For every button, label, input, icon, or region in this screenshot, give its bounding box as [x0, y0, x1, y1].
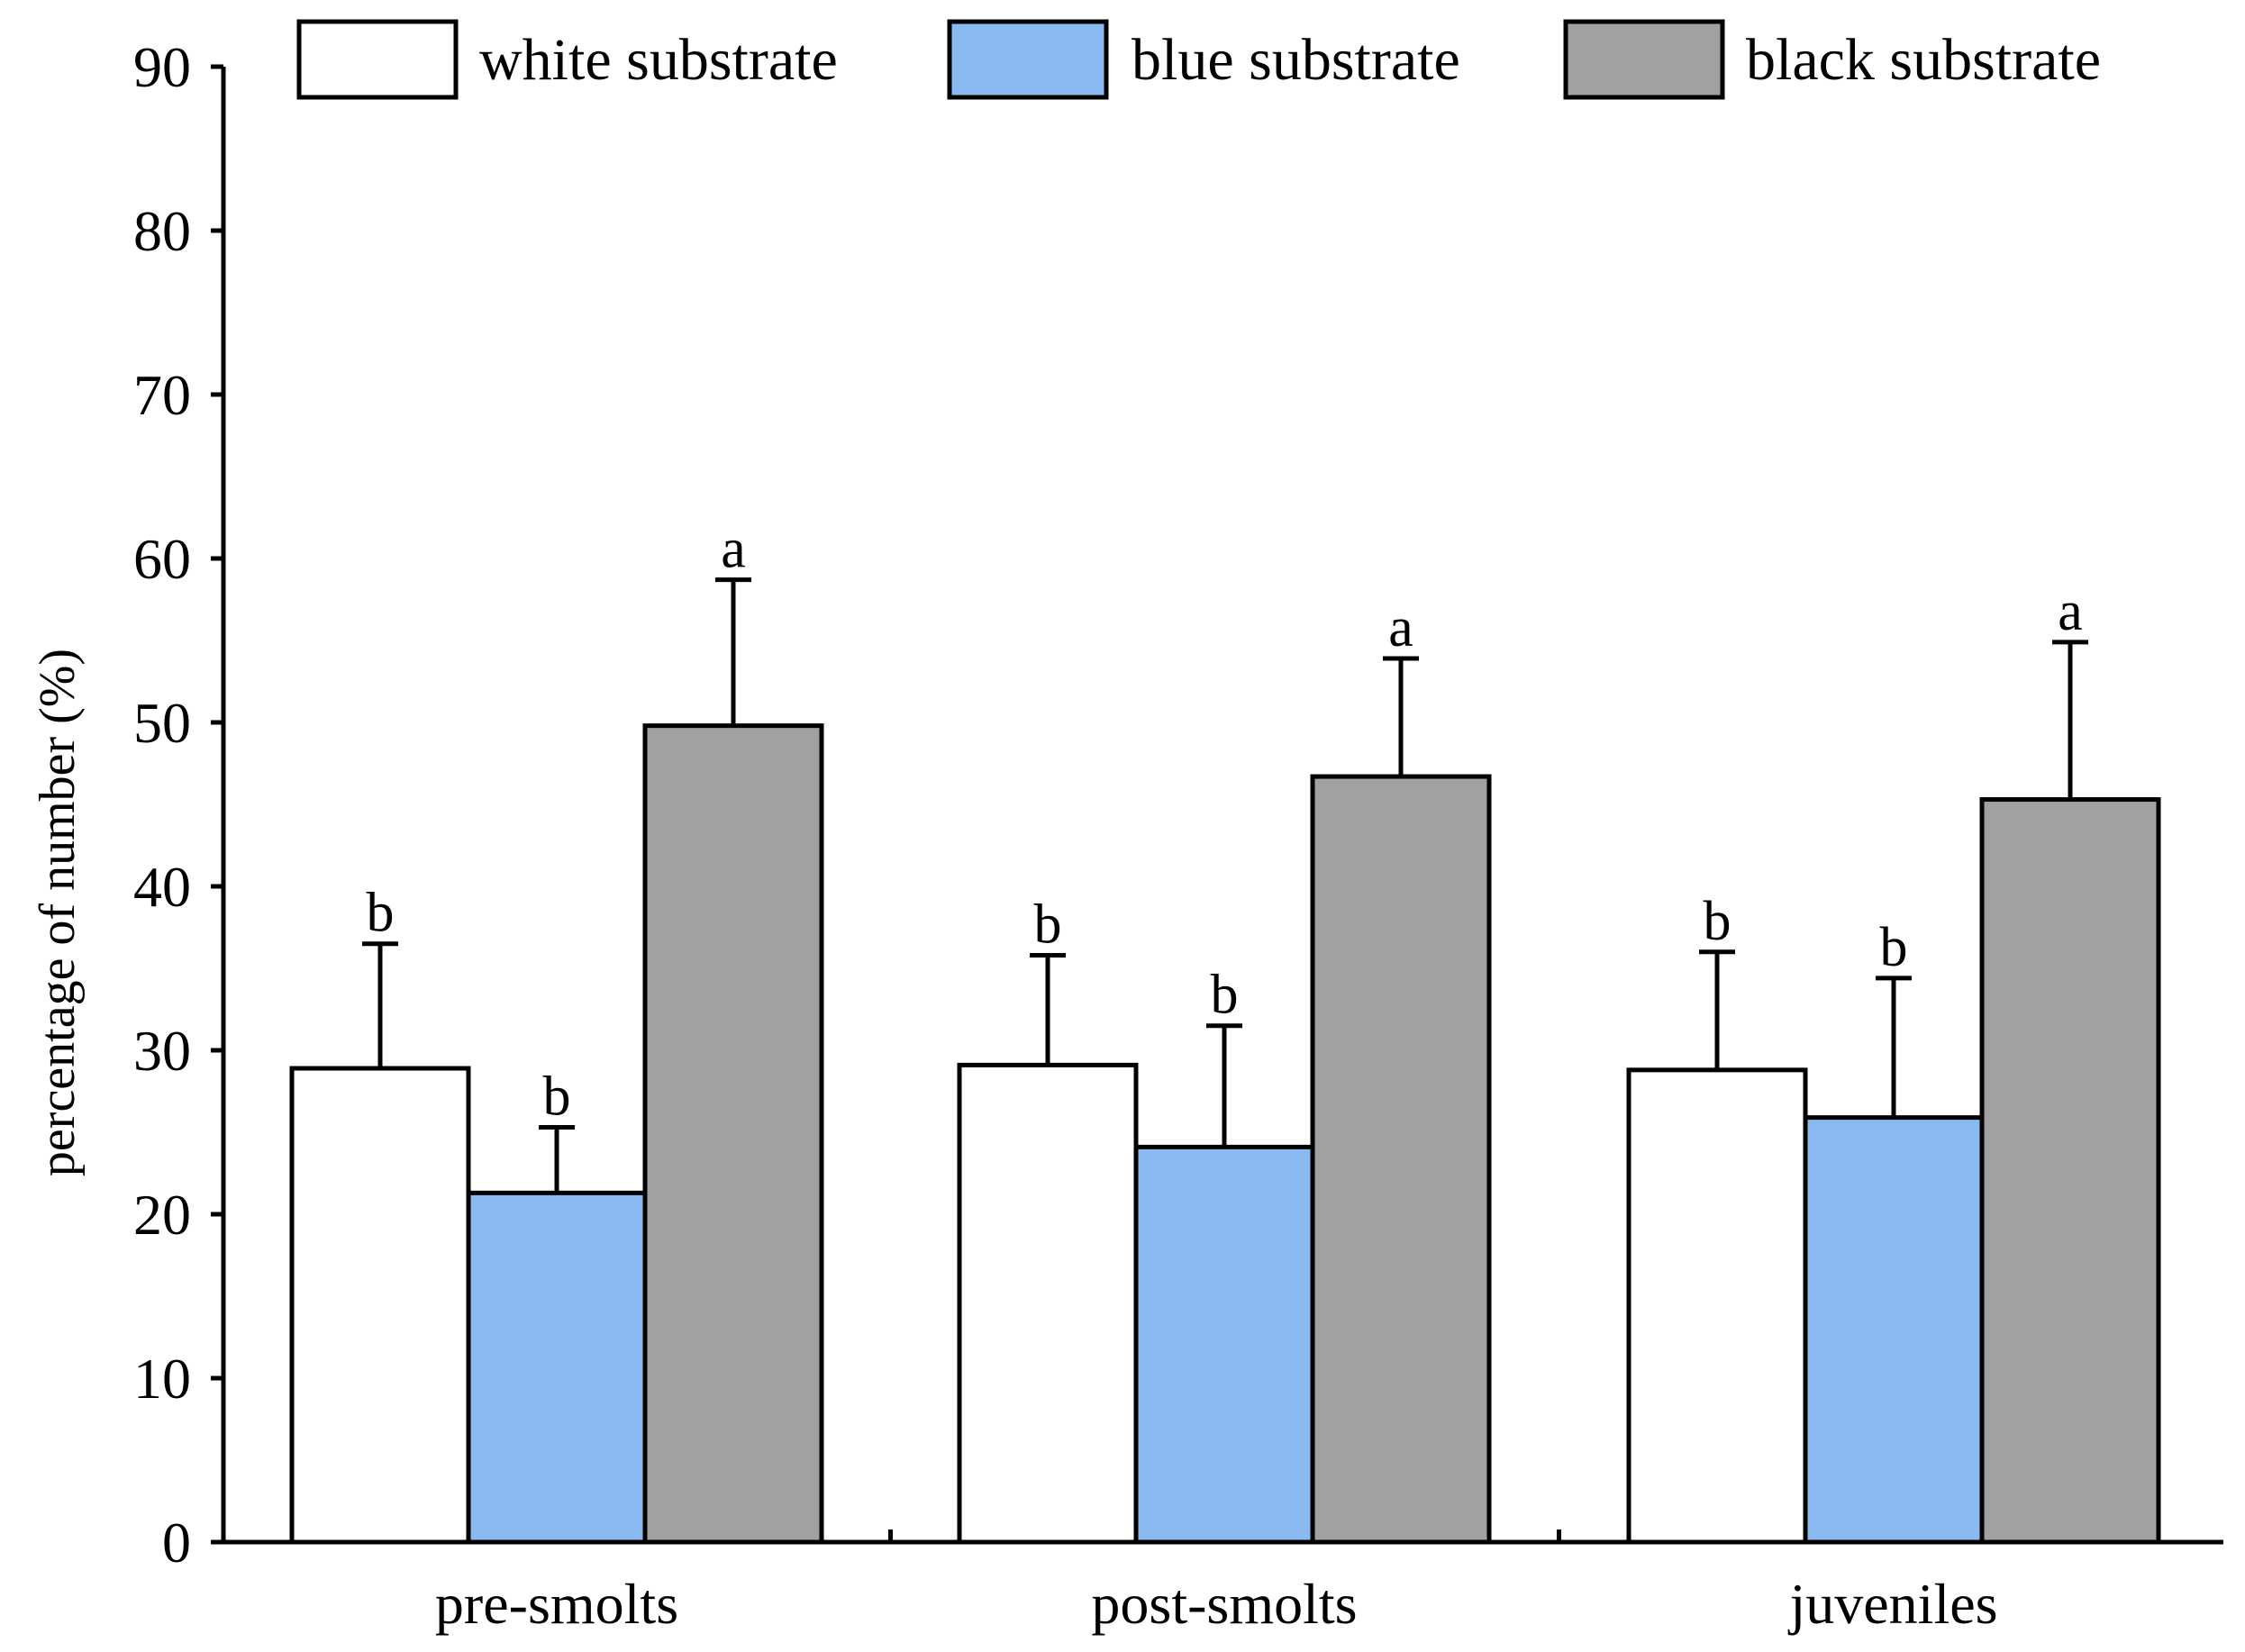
y-tick-label-0: 0 [162, 1511, 191, 1575]
bar-1-0 [466, 1190, 648, 1545]
legend-swatch-1 [947, 19, 1109, 100]
category-label-1: post-smolts [1091, 1572, 1357, 1636]
y-tick-label-2: 20 [133, 1183, 191, 1247]
y-tick-label-6: 60 [133, 527, 191, 591]
bar-1-2 [1803, 1115, 1985, 1545]
significance-label-1-1: b [1211, 965, 1239, 1026]
significance-label-0-1: b [1034, 894, 1062, 955]
significance-label-1-2: b [1880, 917, 1908, 978]
y-tick-label-9: 90 [133, 35, 191, 99]
bar-2-1 [1310, 774, 1492, 1545]
bar-2-2 [1979, 797, 2161, 1545]
legend-swatch-2 [1563, 19, 1725, 100]
significance-label-0-0: b [367, 883, 395, 944]
legend-label-0: white substrate [479, 27, 838, 93]
legend-label-2: black substrate [1746, 27, 2101, 93]
y-tick-label-5: 50 [133, 691, 191, 755]
category-label-2: juveniles [1787, 1572, 1997, 1636]
bar-0-2 [1626, 1067, 1808, 1545]
significance-label-1-0: b [543, 1067, 571, 1128]
significance-label-2-2: a [2058, 581, 2083, 642]
significance-label-2-1: a [1388, 597, 1413, 658]
bar-0-1 [957, 1062, 1139, 1545]
y-tick-label-4: 40 [133, 855, 191, 919]
y-axis-label: percentage of number (%) [30, 649, 86, 1176]
y-tick-label-3: 30 [133, 1019, 191, 1083]
y-tick-label-7: 70 [133, 363, 191, 427]
y-tick-label-1: 10 [133, 1347, 191, 1411]
bar-0-0 [289, 1066, 471, 1545]
category-label-0: pre-smolts [435, 1572, 678, 1636]
legend-label-1: blue substrate [1132, 27, 1460, 93]
legend-swatch-0 [296, 19, 459, 100]
y-tick-label-8: 80 [133, 199, 191, 263]
bar-1-1 [1133, 1144, 1315, 1545]
bar-2-0 [642, 723, 824, 1545]
significance-label-2-0: a [721, 519, 746, 580]
significance-label-0-2: b [1704, 891, 1731, 952]
